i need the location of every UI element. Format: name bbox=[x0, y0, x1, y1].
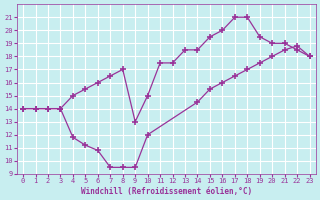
X-axis label: Windchill (Refroidissement éolien,°C): Windchill (Refroidissement éolien,°C) bbox=[81, 187, 252, 196]
